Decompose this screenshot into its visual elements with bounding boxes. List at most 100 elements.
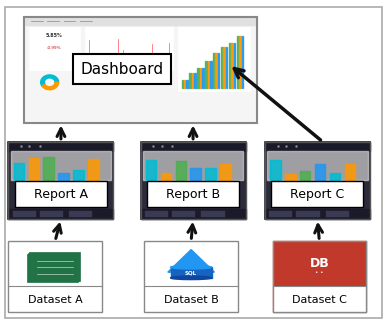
Bar xyxy=(273,287,366,312)
Bar xyxy=(315,164,325,180)
Bar xyxy=(191,73,193,88)
Text: Dataset B: Dataset B xyxy=(164,295,218,305)
Bar xyxy=(221,47,223,88)
Bar xyxy=(229,43,231,88)
FancyBboxPatch shape xyxy=(271,181,363,207)
Bar xyxy=(178,27,250,91)
Wedge shape xyxy=(41,75,58,86)
Bar xyxy=(273,241,366,312)
Bar xyxy=(24,17,257,25)
Bar xyxy=(143,151,243,180)
Bar xyxy=(205,168,216,180)
Text: DB: DB xyxy=(310,257,329,270)
Bar xyxy=(234,43,236,88)
Bar xyxy=(28,253,79,281)
Bar xyxy=(58,173,69,180)
Bar xyxy=(231,43,233,88)
Bar xyxy=(265,142,370,151)
Bar xyxy=(24,17,257,123)
Bar xyxy=(300,171,310,180)
Bar xyxy=(237,36,239,88)
Bar xyxy=(9,241,102,312)
Bar xyxy=(223,47,225,88)
Bar xyxy=(140,142,246,219)
Text: Report B: Report B xyxy=(166,188,220,201)
Bar xyxy=(330,173,340,180)
Bar xyxy=(265,142,370,219)
Bar xyxy=(14,163,24,180)
Bar xyxy=(190,168,201,180)
Bar xyxy=(9,287,102,312)
Bar xyxy=(197,68,199,88)
Bar xyxy=(11,151,111,180)
Text: Dashboard: Dashboard xyxy=(80,62,163,77)
Bar xyxy=(241,36,243,88)
Text: • •: • • xyxy=(315,270,324,275)
Bar xyxy=(225,47,227,88)
Ellipse shape xyxy=(170,276,212,279)
Bar xyxy=(207,61,209,88)
Bar xyxy=(27,254,78,282)
Bar xyxy=(161,173,171,180)
Bar xyxy=(9,210,113,219)
Bar xyxy=(190,73,191,88)
Bar xyxy=(239,36,241,88)
Bar xyxy=(73,170,84,180)
Bar xyxy=(296,211,319,217)
Bar xyxy=(140,210,246,219)
Bar xyxy=(40,211,63,217)
Bar xyxy=(88,159,99,180)
Bar xyxy=(220,164,230,180)
Bar xyxy=(265,210,370,219)
Bar xyxy=(43,157,54,180)
Bar xyxy=(181,80,183,88)
Bar xyxy=(172,211,195,217)
Polygon shape xyxy=(168,250,214,272)
Bar xyxy=(9,142,113,219)
Text: Dataset A: Dataset A xyxy=(28,295,82,305)
Bar xyxy=(144,241,238,285)
Text: SQL: SQL xyxy=(185,270,197,275)
Bar xyxy=(176,161,186,180)
Bar xyxy=(12,211,36,217)
Bar xyxy=(202,68,204,88)
Bar xyxy=(29,27,80,70)
Bar xyxy=(326,211,349,217)
Bar xyxy=(9,142,113,151)
Text: Report A: Report A xyxy=(34,188,88,201)
Bar xyxy=(29,252,80,281)
Bar xyxy=(144,287,238,312)
Bar xyxy=(186,80,188,88)
Bar xyxy=(140,142,246,151)
Bar xyxy=(85,27,173,70)
FancyBboxPatch shape xyxy=(147,181,239,207)
Bar xyxy=(146,160,156,180)
Bar xyxy=(285,174,296,180)
Bar xyxy=(213,53,215,88)
Text: -0.99%: -0.99% xyxy=(47,46,62,51)
Bar xyxy=(28,158,39,180)
Text: Report C: Report C xyxy=(290,188,344,201)
Bar xyxy=(218,53,220,88)
Ellipse shape xyxy=(170,265,212,269)
Bar xyxy=(200,68,201,88)
Bar xyxy=(202,211,225,217)
Bar xyxy=(206,61,207,88)
FancyBboxPatch shape xyxy=(15,181,107,207)
Text: Dataset C: Dataset C xyxy=(292,295,347,305)
Bar xyxy=(184,80,186,88)
Bar xyxy=(267,151,368,180)
Bar xyxy=(344,164,355,180)
Bar xyxy=(9,241,102,285)
Bar xyxy=(144,241,238,312)
Bar xyxy=(170,267,212,278)
FancyBboxPatch shape xyxy=(73,54,170,84)
Bar xyxy=(216,53,217,88)
Bar xyxy=(69,211,92,217)
Bar xyxy=(145,211,168,217)
Wedge shape xyxy=(42,82,58,90)
Text: 5.85%: 5.85% xyxy=(46,33,63,38)
Bar xyxy=(270,160,281,180)
Bar xyxy=(194,73,196,88)
Bar xyxy=(210,61,211,88)
